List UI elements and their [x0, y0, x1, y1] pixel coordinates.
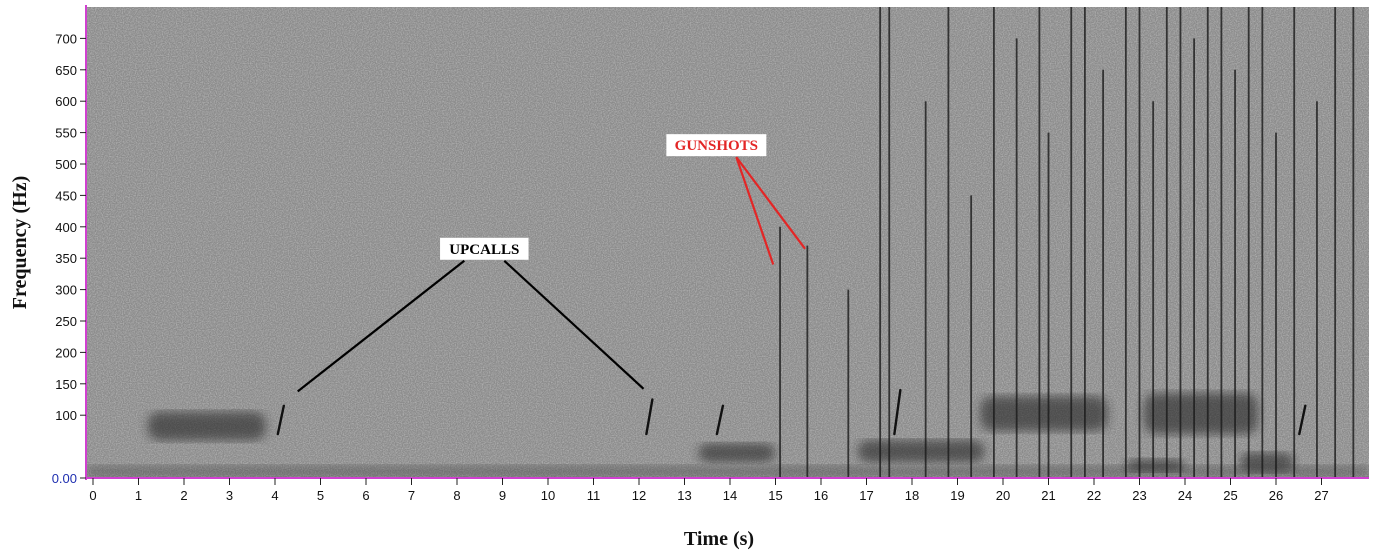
y-tick-label: 450: [55, 188, 77, 203]
energy-band: [147, 412, 266, 441]
x-tick-label: 4: [271, 488, 278, 503]
energy-band-baseline: [86, 465, 1369, 478]
x-tick-label: 0: [89, 488, 96, 503]
y-tick-label: 150: [55, 377, 77, 392]
y-tick-label: 550: [55, 126, 77, 141]
x-tick-label: 18: [905, 488, 919, 503]
x-tick-label: 12: [632, 488, 646, 503]
x-tick-label: 21: [1041, 488, 1055, 503]
annotation-pointer-line: [735, 156, 775, 265]
x-tick-label: 15: [768, 488, 782, 503]
upcall-trace: [1298, 404, 1307, 436]
x-axis-label: Time (s): [684, 528, 754, 550]
x-tick-label: 16: [814, 488, 828, 503]
annotations: UPCALLS GUNSHOTS: [297, 134, 806, 393]
y-tick-label: 700: [55, 31, 77, 46]
upcall-trace: [645, 398, 654, 436]
annotation-label-background: [440, 237, 529, 260]
energy-band: [857, 440, 985, 463]
upcall-trace: [715, 404, 725, 436]
x-tick-label: 11: [587, 488, 601, 503]
spectrogram-plot-area: [86, 7, 1369, 478]
y-tick-label: 250: [55, 314, 77, 329]
y-tick-label: 300: [55, 283, 77, 298]
x-tick-label: 8: [453, 488, 460, 503]
annotation-label-background: [666, 134, 767, 157]
x-tick-label: 1: [135, 488, 142, 503]
y-tick-label: 100: [55, 408, 77, 423]
x-tick-label: 27: [1314, 488, 1328, 503]
x-tick-label: 24: [1178, 488, 1192, 503]
y-axis-label: Frequency (Hz): [9, 176, 31, 310]
annotation-pointer-line: [503, 259, 645, 390]
energy-band: [1144, 393, 1258, 435]
axes: [85, 5, 1369, 480]
x-tick-label: 3: [226, 488, 233, 503]
y-tick-label: 200: [55, 345, 77, 360]
x-tick-label: 7: [408, 488, 415, 503]
y-tick-label: 0.00: [52, 471, 77, 486]
annotation-pointer-line: [735, 156, 806, 250]
x-tick-label: 23: [1132, 488, 1146, 503]
upcall-traces: [276, 388, 1307, 436]
energy-band: [698, 443, 776, 463]
y-tick-label: 400: [55, 220, 77, 235]
upcall-trace: [276, 404, 286, 436]
x-tick-label: 6: [362, 488, 369, 503]
x-tick-label: 9: [499, 488, 506, 503]
upcall-trace: [893, 388, 902, 436]
x-tick-label: 2: [180, 488, 187, 503]
y-tick-label: 650: [55, 63, 77, 78]
y-tick-label: 350: [55, 251, 77, 266]
x-tick-label: 26: [1269, 488, 1283, 503]
energy-band: [980, 396, 1108, 431]
x-tick-label: 14: [723, 488, 737, 503]
x-axis-ticks: 0 1 2 3 4 5 6 7 8 9 10 11 12 13 14 15 16 17 18 19 20 21 22 23 24…: [89, 478, 1329, 503]
broadband-transient-lines: [779, 7, 1355, 478]
y-axis-ticks: 0.00 100 150 200 250 300 350 400 450 500 550 600 650…: [52, 31, 86, 486]
annotation-label: GUNSHOTS: [675, 138, 758, 154]
x-tick-label: 10: [541, 488, 555, 503]
annotation-pointer-line: [297, 259, 465, 393]
y-tick-label: 600: [55, 94, 77, 109]
x-tick-label: 17: [859, 488, 873, 503]
x-tick-label: 5: [317, 488, 324, 503]
x-tick-label: 13: [677, 488, 691, 503]
low-frequency-energy-bands: [86, 393, 1369, 478]
x-tick-label: 22: [1087, 488, 1101, 503]
x-tick-label: 19: [950, 488, 964, 503]
x-tick-label: 25: [1223, 488, 1237, 503]
annotation-label: UPCALLS: [449, 242, 519, 258]
y-tick-label: 500: [55, 157, 77, 172]
x-tick-label: 20: [996, 488, 1010, 503]
